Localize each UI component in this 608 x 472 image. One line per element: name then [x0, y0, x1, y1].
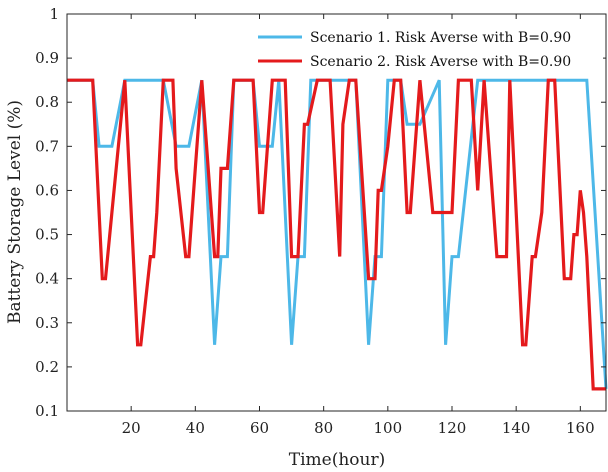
legend-box	[250, 22, 603, 76]
y-tick-label: 0.6	[35, 181, 59, 199]
legend-label-2: Scenario 2. Risk Averse with B=0.90	[310, 54, 571, 70]
plot-frame	[66, 13, 607, 412]
series-line-2	[67, 78, 606, 391]
y-axis-ticks: 0.1 0.2 0.3 0.4 0.5 0.6 0.7 0.8 0.9 1	[35, 5, 606, 420]
series-layer	[67, 78, 608, 391]
y-tick-label: 1	[49, 5, 59, 23]
x-axis-ticks: 20 40 60 80 100 120 140 160	[122, 14, 595, 437]
x-axis-label: Time(hour)	[289, 450, 385, 470]
y-axis-label: Battery Storage Level (%)	[5, 100, 25, 324]
y-tick-label: 0.7	[35, 137, 59, 155]
x-tick-label: 100	[374, 419, 403, 437]
y-tick-label: 0.8	[35, 93, 59, 111]
y-tick-label: 0.2	[35, 358, 59, 376]
x-tick-label: 20	[122, 419, 141, 437]
legend: Scenario 1. Risk Averse with B=0.90 Scena…	[250, 22, 603, 76]
x-tick-label: 120	[438, 419, 467, 437]
x-tick-label: 60	[250, 419, 269, 437]
legend-label-1: Scenario 1. Risk Averse with B=0.90	[310, 30, 571, 46]
x-tick-label: 80	[314, 419, 333, 437]
x-tick-label: 40	[186, 419, 205, 437]
y-tick-label: 0.9	[35, 49, 59, 67]
y-tick-label: 0.3	[35, 314, 59, 332]
x-tick-label: 160	[566, 419, 595, 437]
series-line-1	[67, 78, 608, 389]
y-tick-label: 0.4	[35, 270, 59, 288]
y-tick-label: 0.5	[35, 226, 59, 244]
y-tick-label: 0.1	[35, 402, 59, 420]
x-tick-label: 140	[502, 419, 531, 437]
